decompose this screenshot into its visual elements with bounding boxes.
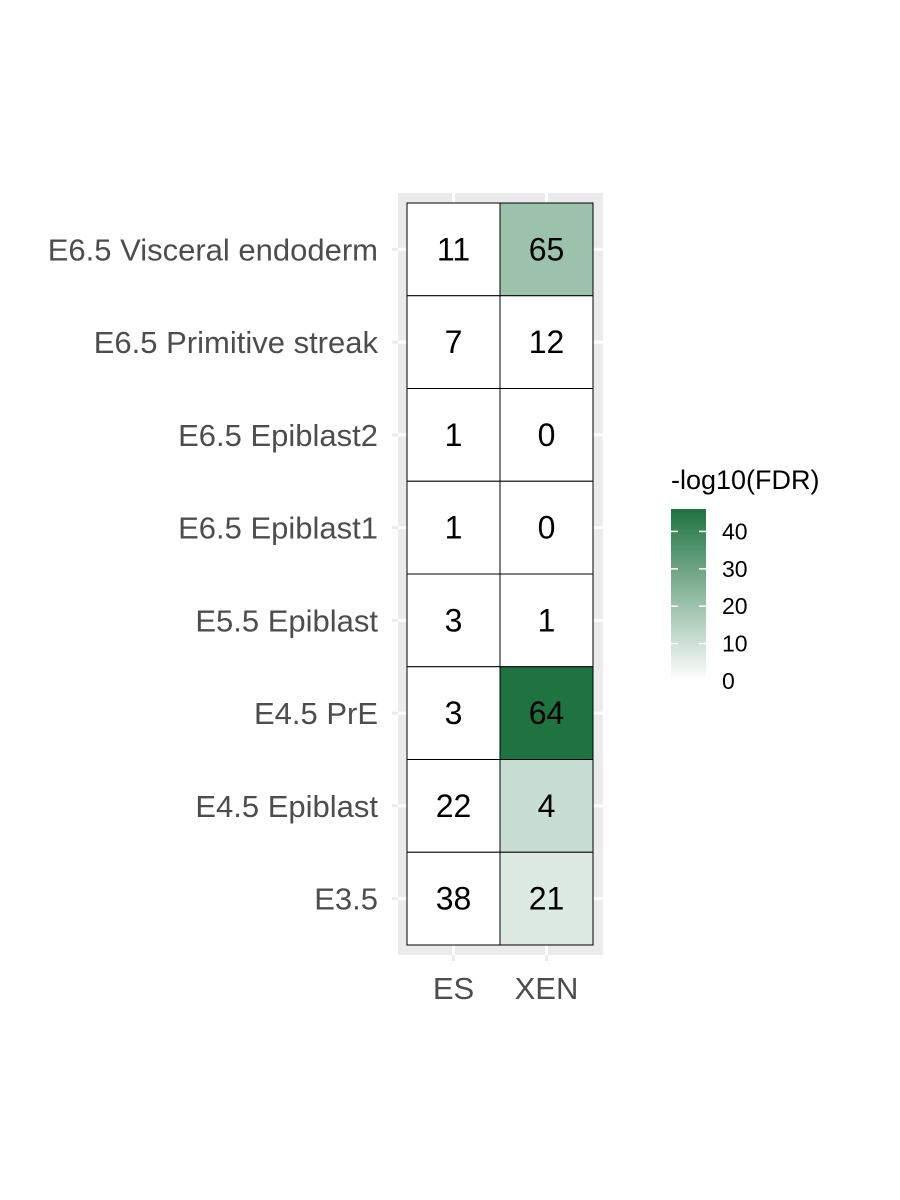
y-axis-labels: E6.5 Visceral endoderm E6.5 Primitive str… bbox=[48, 232, 398, 917]
heatmap-cell bbox=[499, 573, 594, 668]
y-tick-label: E6.5 Epiblast1 bbox=[178, 511, 378, 546]
cell-label: 3 bbox=[445, 602, 463, 638]
heatmap-cells: 11 65 7 12 1 0 1 0 3 1 3 64 22 4 38 21 bbox=[406, 202, 594, 946]
cell-label: 3 bbox=[445, 695, 463, 731]
cell-label: 21 bbox=[529, 881, 565, 917]
legend-tick-label: 10 bbox=[722, 631, 748, 657]
y-tick-label: E4.5 Epiblast bbox=[195, 789, 378, 824]
heatmap-cell bbox=[499, 202, 594, 297]
cell-label: 65 bbox=[529, 231, 565, 267]
legend-tick-label: 40 bbox=[722, 518, 748, 544]
cell-label: 0 bbox=[538, 417, 556, 453]
cell-label: 64 bbox=[529, 695, 565, 731]
heatmap-cell bbox=[499, 759, 594, 853]
legend-title: -log10(FDR) bbox=[671, 465, 820, 495]
cell-label: 38 bbox=[436, 881, 472, 917]
y-tick-label: E6.5 Visceral endoderm bbox=[48, 232, 378, 267]
heatmap-cell bbox=[499, 851, 594, 946]
cell-label: 7 bbox=[445, 324, 463, 360]
cell-label: 11 bbox=[437, 231, 470, 267]
heatmap-cell bbox=[406, 573, 501, 668]
x-axis-labels: ES XEN bbox=[433, 955, 579, 1006]
y-tick-label: E6.5 Primitive streak bbox=[94, 325, 379, 360]
heatmap-cell bbox=[406, 480, 501, 575]
x-tick-label: ES bbox=[433, 971, 474, 1006]
legend-colorbar bbox=[671, 509, 706, 681]
y-tick-label: E5.5 Epiblast bbox=[195, 603, 378, 638]
heatmap-cell bbox=[406, 759, 501, 853]
legend: -log10(FDR) 0 10 20 30 40 bbox=[671, 465, 820, 694]
cell-label: 12 bbox=[529, 324, 565, 360]
cell-label: 0 bbox=[538, 510, 556, 546]
heatmap-cell bbox=[406, 295, 501, 389]
y-tick-label: E6.5 Epiblast2 bbox=[178, 418, 378, 453]
cell-label: 22 bbox=[436, 788, 472, 824]
y-tick-label: E3.5 bbox=[314, 882, 378, 917]
heatmap-cell bbox=[499, 480, 594, 575]
y-tick-label: E4.5 PrE bbox=[254, 696, 378, 731]
legend-tick-label: 20 bbox=[722, 593, 748, 619]
legend-ticks: 0 10 20 30 40 bbox=[671, 518, 748, 694]
legend-tick-label: 0 bbox=[722, 668, 735, 694]
heatmap-cell bbox=[499, 666, 594, 760]
heatmap-cell bbox=[406, 666, 501, 760]
cell-label: 4 bbox=[538, 788, 556, 824]
cell-label: 1 bbox=[538, 602, 556, 638]
heatmap-cell bbox=[406, 851, 501, 946]
cell-label: 1 bbox=[445, 417, 463, 453]
heatmap-cell bbox=[406, 388, 501, 482]
legend-tick-label: 30 bbox=[722, 556, 748, 582]
cell-label: 1 bbox=[445, 510, 463, 546]
x-tick-label: XEN bbox=[515, 971, 579, 1006]
heatmap-cell bbox=[406, 202, 501, 297]
